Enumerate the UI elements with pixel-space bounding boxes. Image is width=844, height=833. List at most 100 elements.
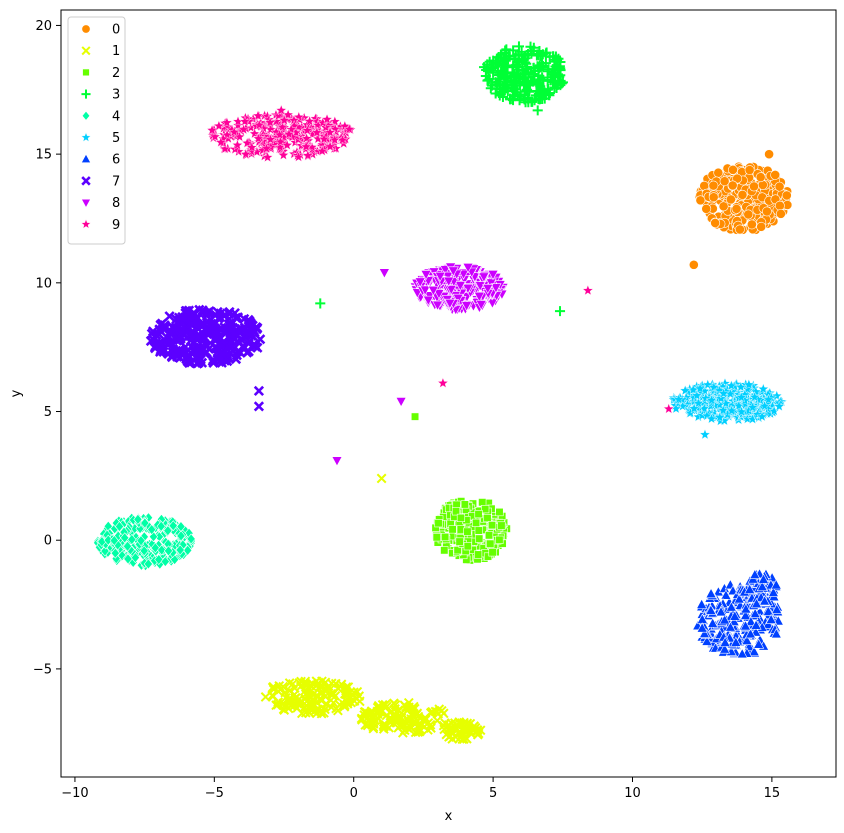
outlier-point <box>663 402 675 414</box>
data-point <box>237 123 250 135</box>
legend-marker <box>82 68 90 77</box>
data-point <box>463 527 472 536</box>
data-point <box>521 61 532 72</box>
data-point <box>535 62 546 73</box>
outlier-point <box>253 385 265 397</box>
data-point <box>414 277 426 288</box>
data-point <box>324 140 336 152</box>
data-point <box>158 346 169 358</box>
data-point <box>368 722 379 732</box>
outlier-point <box>395 397 407 408</box>
data-point <box>426 706 437 717</box>
data-point <box>434 271 446 283</box>
data-point <box>684 407 697 418</box>
data-point <box>765 613 777 624</box>
legend-marker <box>80 218 92 229</box>
series-5 <box>667 377 788 440</box>
data-point <box>701 635 713 646</box>
data-point <box>300 140 312 152</box>
data-point <box>773 400 785 412</box>
data-point <box>500 45 511 56</box>
data-point <box>700 392 712 404</box>
legend-item: 9 <box>80 218 120 233</box>
data-point <box>329 123 341 135</box>
data-point <box>544 51 555 62</box>
legend-item: 2 <box>82 66 120 81</box>
data-point <box>744 583 756 594</box>
data-point <box>701 203 712 214</box>
legend-item: 3 <box>81 88 120 103</box>
data-point <box>484 531 494 540</box>
data-point <box>283 128 295 140</box>
y-tick-label: 0 <box>44 534 52 549</box>
data-point <box>341 685 351 696</box>
legend-marker <box>81 176 91 186</box>
data-point <box>109 535 119 547</box>
data-point <box>282 108 294 120</box>
data-point <box>743 209 754 220</box>
data-point <box>735 381 747 392</box>
outlier-point <box>582 284 594 296</box>
data-point <box>441 532 450 542</box>
data-point <box>705 394 718 406</box>
legend-label: 9 <box>112 218 120 233</box>
data-point <box>694 382 706 394</box>
data-point <box>762 206 772 217</box>
data-point <box>491 83 502 94</box>
data-point <box>488 67 499 78</box>
data-point <box>474 526 483 535</box>
data-point <box>260 142 273 154</box>
data-point <box>748 391 761 403</box>
data-point <box>300 132 313 144</box>
data-point <box>253 119 266 130</box>
data-point <box>239 115 251 127</box>
data-point <box>771 603 783 614</box>
data-point <box>743 378 755 390</box>
data-point <box>744 628 757 639</box>
data-point <box>354 696 365 707</box>
data-point <box>488 548 497 557</box>
data-point <box>549 54 561 65</box>
data-point <box>475 300 487 311</box>
data-point <box>696 598 708 609</box>
data-point <box>473 291 485 303</box>
data-point <box>381 721 392 732</box>
data-point <box>552 69 564 80</box>
data-point <box>241 327 252 338</box>
series-8 <box>331 262 509 467</box>
data-point <box>491 55 502 66</box>
data-point <box>745 615 757 627</box>
data-point <box>194 355 205 367</box>
data-point <box>732 173 743 184</box>
data-point <box>154 346 166 357</box>
data-point <box>739 620 752 631</box>
data-point <box>475 534 484 543</box>
data-point <box>328 133 341 145</box>
data-point <box>459 726 470 737</box>
data-point <box>252 132 265 144</box>
data-point <box>737 189 748 200</box>
data-point <box>757 573 770 584</box>
y-tick-label: 10 <box>35 276 52 291</box>
data-point <box>156 520 166 532</box>
data-point <box>216 348 228 359</box>
data-point <box>143 558 153 570</box>
legend-label: 1 <box>112 44 120 59</box>
data-point <box>122 540 133 552</box>
outlier-point <box>253 401 265 412</box>
data-point <box>774 200 785 211</box>
data-point <box>537 49 548 60</box>
data-point <box>293 111 305 123</box>
data-point <box>746 219 757 230</box>
series-3 <box>315 41 568 317</box>
data-point <box>719 643 731 654</box>
data-point <box>165 337 176 348</box>
outlier-point <box>410 412 420 421</box>
data-point <box>756 410 768 422</box>
data-point <box>233 130 246 142</box>
data-point <box>496 70 507 81</box>
legend-label: 7 <box>112 174 120 189</box>
data-point <box>114 520 125 533</box>
data-point <box>243 338 254 349</box>
data-point <box>724 621 736 632</box>
